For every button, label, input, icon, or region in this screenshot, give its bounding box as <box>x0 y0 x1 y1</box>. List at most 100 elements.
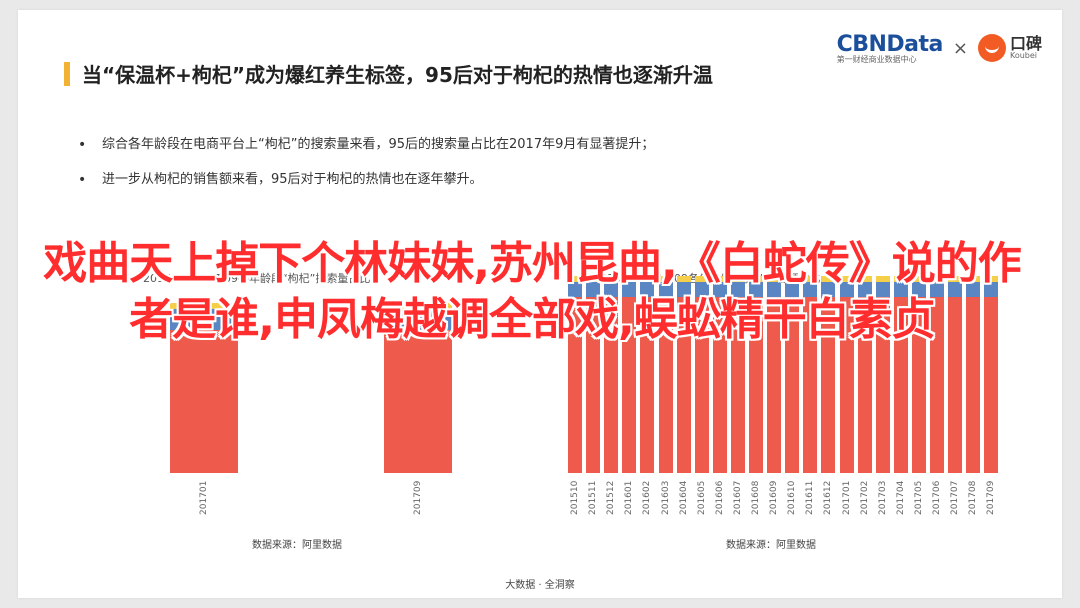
chart-bar <box>839 268 854 473</box>
chart-bar-segment <box>170 329 238 473</box>
x-tick-label: 201701 <box>841 480 852 515</box>
chart-bar-segment <box>966 282 981 297</box>
bullet-list: 综合各年龄段在电商平台上“枸杞”的搜索量来看，95后的搜索量占比在2017年9月… <box>76 134 976 204</box>
chart-bar-segment <box>930 276 944 283</box>
chart-bar-segment <box>767 296 782 473</box>
chart-bar <box>911 268 926 473</box>
x-tick-label: 201606 <box>714 480 725 515</box>
chart-bar-segment <box>604 296 619 473</box>
x-tick-label: 201706 <box>932 480 942 515</box>
chart-bar-segment <box>712 282 727 297</box>
x-tick-label: 201604 <box>678 480 689 515</box>
x-tick-label: 201701 <box>199 480 209 515</box>
right-chart-source: 数据来源：阿里数据 <box>726 540 816 551</box>
chart-bar-segment <box>568 276 582 283</box>
chart-bar <box>712 268 727 473</box>
overlay-headline: 戏曲天上掉下个林妹妹,苏州昆曲,《白蛇传》说的作者是谁,申凤梅越调全部戏,蜈蚣精… <box>43 238 1021 345</box>
x-tick-label: 201603 <box>660 480 671 515</box>
chart-bar-segment <box>893 282 908 297</box>
chart-bar <box>767 268 782 473</box>
chart-bar <box>803 268 818 473</box>
chart-bar-segment <box>658 276 673 283</box>
chart-bar-segment <box>948 276 963 283</box>
chart-bar-segment <box>568 282 582 297</box>
chart-bar <box>604 268 619 473</box>
chart-bar-segment <box>803 282 818 297</box>
x-tick-label: 201611 <box>805 480 816 515</box>
koubei-text: 口碑 Koubei <box>1010 36 1042 60</box>
chart-bar-segment <box>893 276 908 283</box>
chart-bar <box>568 268 582 473</box>
chart-bar-segment <box>839 276 854 283</box>
x-tick-label: 201610 <box>787 480 798 515</box>
chart-bar-segment <box>821 282 836 297</box>
chart-bar <box>730 268 745 473</box>
chart-bar-segment <box>911 296 926 473</box>
chart-bar-segment <box>586 296 601 473</box>
chart-bar-segment <box>984 276 999 283</box>
chart-bar-segment <box>604 276 619 283</box>
search-share-chart: 201701 201709 <box>148 268 478 538</box>
chart-bar-segment <box>930 296 944 473</box>
chart-bar-segment <box>622 282 637 297</box>
x-tick-label: 201702 <box>859 480 870 515</box>
chart-bar-segment <box>730 296 745 473</box>
chart-bar-segment <box>767 282 782 297</box>
chart-bar-segment <box>948 296 963 473</box>
x-tick-label: 201607 <box>732 480 743 515</box>
chart-bar-segment <box>712 296 727 473</box>
chart-bar-segment <box>875 296 890 473</box>
chart-bar-segment <box>676 276 691 283</box>
chart-bar-segment <box>785 282 800 297</box>
chart-bar-segment <box>984 296 999 473</box>
chart-bar-segment <box>622 296 637 473</box>
chart-bar-segment <box>749 282 763 297</box>
chart-bar <box>893 268 908 473</box>
chart-bar-segment <box>694 276 709 283</box>
slide-footer: 大数据 · 全洞察 <box>505 580 575 591</box>
presentation-slide: 当“保温杯+枸杞”成为爆红养生标签，95后对于枸杞的热情也逐渐升温 CBNDat… <box>18 10 1062 598</box>
x-tick-label: 201608 <box>751 480 761 515</box>
chart-bar-segment <box>640 296 655 473</box>
chart-bar-segment <box>676 296 691 473</box>
chart-bar-segment <box>658 282 673 297</box>
chart-bar-segment <box>676 282 691 297</box>
chart-bar-segment <box>730 282 745 297</box>
x-tick-label: 201709 <box>986 480 997 515</box>
chart-bar-segment <box>640 282 655 297</box>
chart-bar <box>930 268 944 473</box>
x-tick-label: 201705 <box>913 480 924 515</box>
chart-bar-segment <box>730 276 745 283</box>
chart-bar <box>875 268 890 473</box>
chart-bar-segment <box>384 302 452 309</box>
chart-bar <box>785 268 800 473</box>
chart-bar-segment <box>821 276 836 283</box>
chart-bar <box>694 268 709 473</box>
left-chart-source: 数据来源：阿里数据 <box>252 540 342 551</box>
x-tick-label: 201707 <box>950 480 961 515</box>
sales-share-chart: 201510 201511 201512 201601 201602 201603 2016… <box>568 268 1018 538</box>
cbndata-logo: CBNData 第一财经商业数据中心 <box>836 31 944 65</box>
title-accent-bar <box>64 62 70 86</box>
chart-bar <box>749 268 763 473</box>
chart-bar-segment <box>604 282 619 297</box>
chart-bar-segment <box>857 276 872 283</box>
chart-bar-segment <box>586 282 601 297</box>
koubei-en: Koubei <box>1009 51 1038 60</box>
chart-bar <box>622 268 637 473</box>
chart-bar-segment <box>694 296 709 473</box>
chart-bar-segment <box>170 309 238 330</box>
chart-bar-segment <box>875 282 890 297</box>
left-chart-subtitle: 2017.01-2017.09各年龄段“枸杞”搜索量占比 <box>143 272 371 285</box>
chart-bar-segment <box>785 296 800 473</box>
cbndata-wordmark: CBNData <box>836 31 944 57</box>
chart-bar-segment <box>984 282 999 297</box>
chart-bar-segment <box>568 296 582 473</box>
chart-bar-segment <box>384 329 452 473</box>
chart-bar <box>966 268 981 473</box>
chart-bar-segment <box>893 296 908 473</box>
bullet-item: 进一步从枸杞的销售额来看，95后对于枸杞的热情也在逐年攀升。 <box>76 169 976 204</box>
chart-bar-segment <box>911 276 926 283</box>
koubei-logo: 口碑 Koubei <box>977 34 1042 62</box>
chart-bar <box>658 268 673 473</box>
